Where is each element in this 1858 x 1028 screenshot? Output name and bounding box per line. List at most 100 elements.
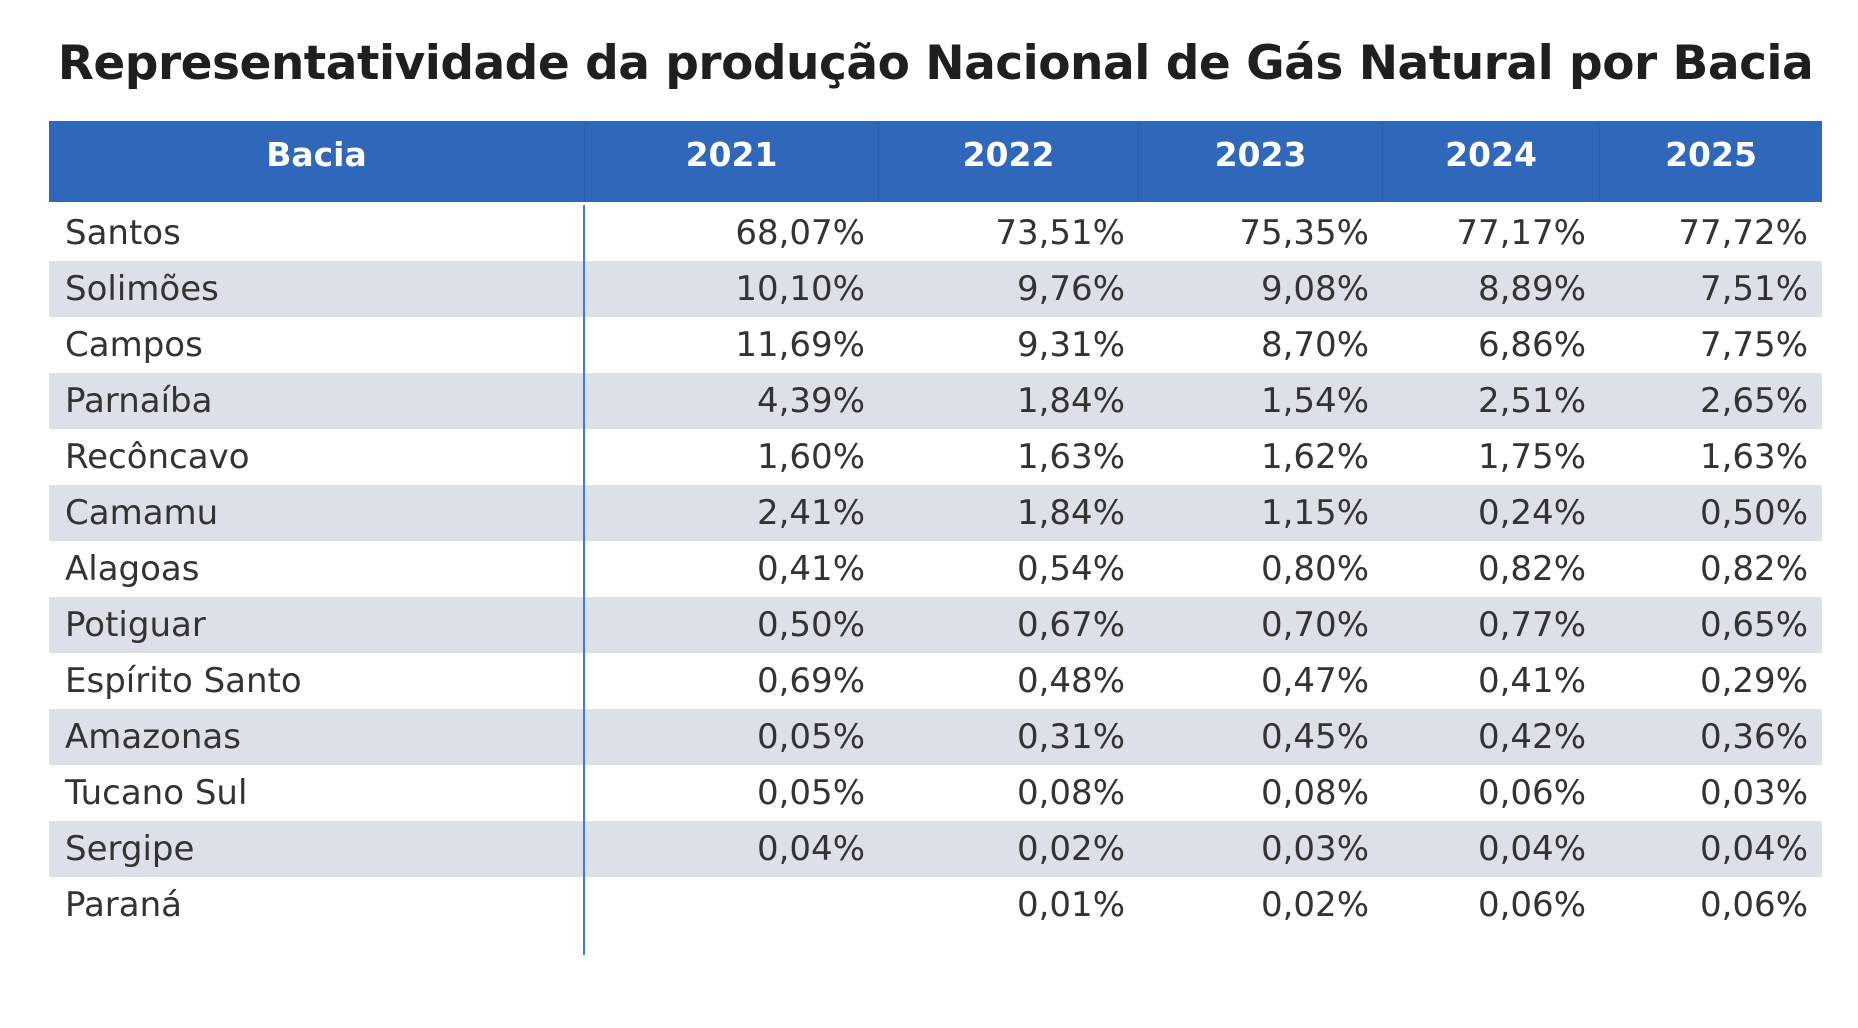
table-body: Santos 68,07% 73,51% 75,35% 77,17% 77,72% Soli… [49,205,1822,933]
value-cell-2021: 4,39% [756,381,865,421]
value-cell-2021 [585,877,879,933]
value-cell-2023: 0,45% [1260,717,1369,757]
value-cell-2022: 0,31% [1016,717,1125,757]
table-row: Potiguar 0,50% 0,67% 0,70% 0,77% 0,65% [49,597,1822,653]
value-cell-2023: 0,70% [1260,605,1369,645]
value-cell-2025: 0,65% [1699,605,1808,645]
table-row: Alagoas 0,41% 0,54% 0,80% 0,82% 0,82% [49,541,1822,597]
value-cell-2024: 1,75% [1477,437,1586,477]
value-cell-2025: 0,82% [1699,549,1808,589]
value-cell-2024: 0,42% [1477,717,1586,757]
value-cell-2024: 0,04% [1477,829,1586,869]
value-cell-2021: 1,60% [756,437,865,477]
column-header-bacia[interactable]: Bacia [49,121,585,202]
value-cell-2025: 7,51% [1699,269,1808,309]
table-row: Espírito Santo 0,69% 0,48% 0,47% 0,41% 0,29% [49,653,1822,709]
value-cell-2024: 0,82% [1477,549,1586,589]
bacia-cell: Espírito Santo [49,653,585,709]
value-cell-2025: 0,29% [1699,661,1808,701]
bacia-cell: Alagoas [49,541,585,597]
value-cell-2022: 73,51% [995,213,1125,253]
bacia-cell: Tucano Sul [49,765,585,821]
value-cell-2021: 0,69% [756,661,865,701]
bacia-cell: Amazonas [49,709,585,765]
value-cell-2025: 0,36% [1699,717,1808,757]
table-row: Sergipe 0,04% 0,02% 0,03% 0,04% 0,04% [49,821,1822,877]
bacia-cell: Santos [49,205,585,261]
value-cell-2025: 0,03% [1699,773,1808,813]
column-header-2021[interactable]: 2021 [585,121,879,202]
value-cell-2025: 0,50% [1699,493,1808,533]
value-cell-2024: 0,24% [1477,493,1586,533]
value-cell-2025: 0,06% [1699,885,1808,925]
page-title: Representatividade da produção Nacional … [57,36,1814,91]
value-cell-2023: 0,02% [1260,885,1369,925]
value-cell-2025: 77,72% [1678,213,1808,253]
table-row: Solimões 10,10% 9,76% 9,08% 8,89% 7,51% [49,261,1822,317]
value-cell-2022: 0,02% [1016,829,1125,869]
value-cell-2025: 7,75% [1699,325,1808,365]
column-header-2022[interactable]: 2022 [879,121,1139,202]
value-cell-2022: 0,54% [1016,549,1125,589]
value-cell-2022: 9,76% [1016,269,1125,309]
column-header-2024[interactable]: 2024 [1383,121,1600,202]
table-tail [49,933,1822,955]
value-cell-2025: 0,04% [1699,829,1808,869]
value-cell-2021: 2,41% [756,493,865,533]
table-row: Camamu 2,41% 1,84% 1,15% 0,24% 0,50% [49,485,1822,541]
value-cell-2021: 10,10% [735,269,865,309]
value-cell-2022: 1,84% [1016,381,1125,421]
value-cell-2022: 0,08% [1016,773,1125,813]
bacia-cell: Potiguar [49,597,585,653]
table-row: Recôncavo 1,60% 1,63% 1,62% 1,75% 1,63% [49,429,1822,485]
value-cell-2023: 0,80% [1260,549,1369,589]
value-cell-2021: 68,07% [735,213,865,253]
value-cell-2024: 6,86% [1477,325,1586,365]
value-cell-2023: 1,62% [1260,437,1369,477]
value-cell-2022: 0,01% [1016,885,1125,925]
table-row: Parnaíba 4,39% 1,84% 1,54% 2,51% 2,65% [49,373,1822,429]
value-cell-2024: 0,06% [1477,773,1586,813]
table-row: Paraná 0,01% 0,02% 0,06% 0,06% [49,877,1822,933]
value-cell-2023: 0,08% [1260,773,1369,813]
bacia-cell: Parnaíba [49,373,585,429]
value-cell-2023: 1,54% [1260,381,1369,421]
value-cell-2025: 1,63% [1699,437,1808,477]
bacia-cell: Solimões [49,261,585,317]
value-cell-2021: 0,41% [756,549,865,589]
value-cell-2024: 2,51% [1477,381,1586,421]
table-row: Santos 68,07% 73,51% 75,35% 77,17% 77,72% [49,205,1822,261]
bacia-cell: Campos [49,317,585,373]
bacia-cell: Sergipe [49,821,585,877]
value-cell-2023: 0,03% [1260,829,1369,869]
value-cell-2022: 0,67% [1016,605,1125,645]
value-cell-2024: 0,06% [1477,885,1586,925]
column-header-2023[interactable]: 2023 [1139,121,1383,202]
table-header: Bacia 2021 2022 2023 2024 2025 [49,121,1822,202]
value-cell-2022: 0,48% [1016,661,1125,701]
value-cell-2023: 8,70% [1260,325,1369,365]
column-header-2025[interactable]: 2025 [1665,135,1757,174]
table-row: Tucano Sul 0,05% 0,08% 0,08% 0,06% 0,03% [49,765,1822,821]
table-row: Amazonas 0,05% 0,31% 0,45% 0,42% 0,36% [49,709,1822,765]
value-cell-2024: 8,89% [1477,269,1586,309]
value-cell-2023: 1,15% [1260,493,1369,533]
value-cell-2022: 9,31% [1016,325,1125,365]
value-cell-2021: 0,05% [756,717,865,757]
value-cell-2022: 1,84% [1016,493,1125,533]
value-cell-2021: 11,69% [735,325,865,365]
value-cell-2024: 77,17% [1456,213,1586,253]
value-cell-2023: 9,08% [1260,269,1369,309]
table-row: Campos 11,69% 9,31% 8,70% 6,86% 7,75% [49,317,1822,373]
value-cell-2023: 0,47% [1260,661,1369,701]
bacia-cell: Recôncavo [49,429,585,485]
value-cell-2025: 2,65% [1699,381,1808,421]
value-cell-2024: 0,41% [1477,661,1586,701]
bacia-cell: Camamu [49,485,585,541]
value-cell-2021: 0,05% [756,773,865,813]
data-table: Bacia 2021 2022 2023 2024 2025 Santos 68,… [49,121,1822,955]
column-divider [49,933,585,955]
bacia-cell: Paraná [49,877,585,933]
value-cell-2021: 0,04% [756,829,865,869]
value-cell-2024: 0,77% [1477,605,1586,645]
